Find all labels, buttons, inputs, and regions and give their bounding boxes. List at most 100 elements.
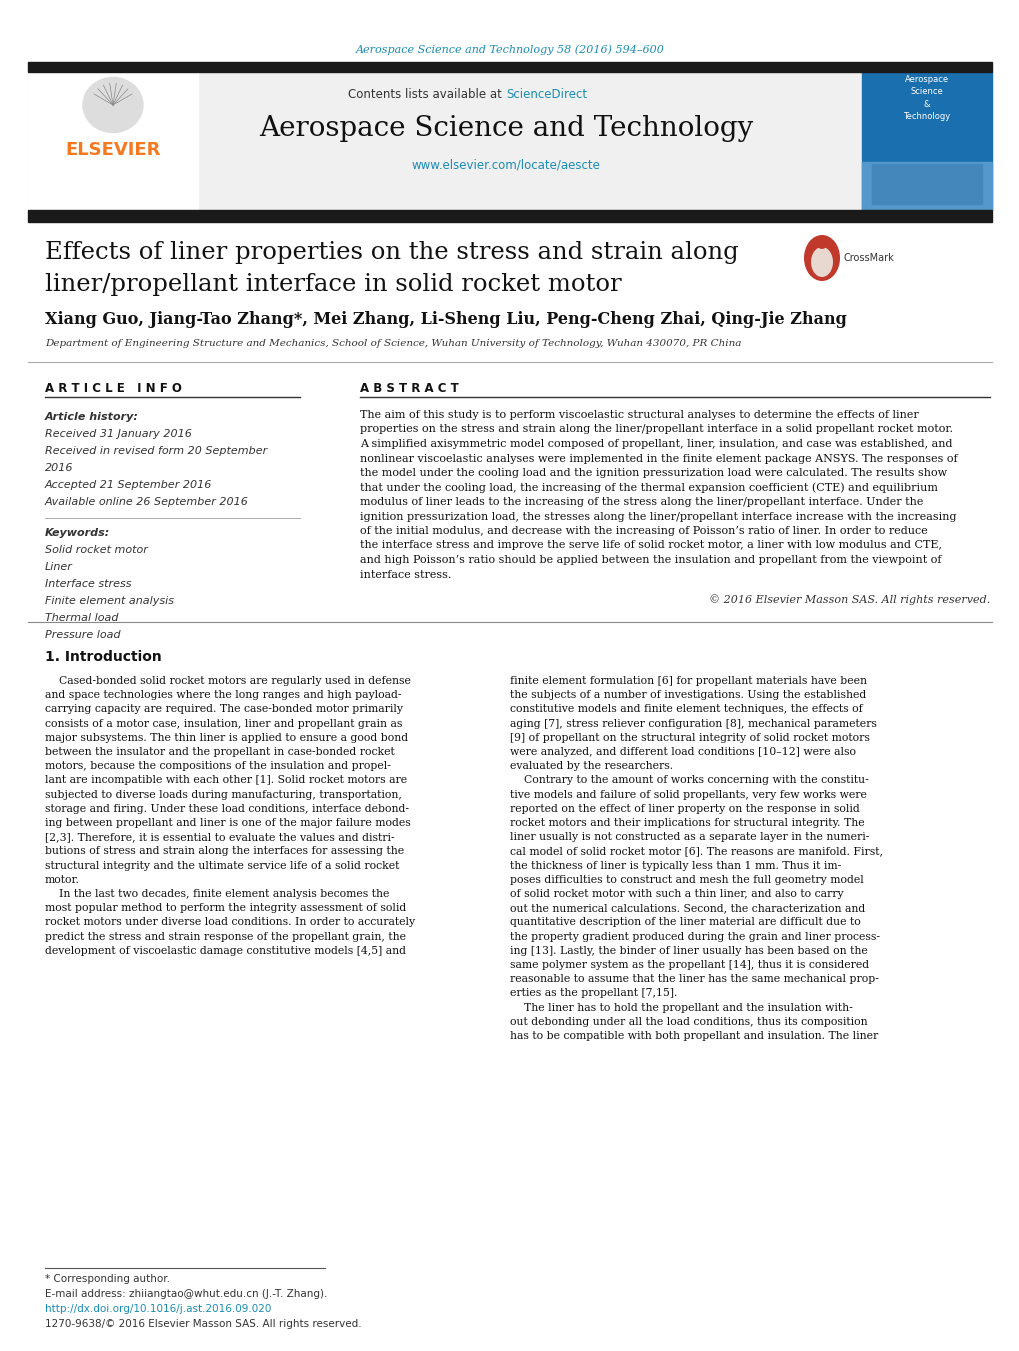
Text: The liner has to hold the propellant and the insulation with-: The liner has to hold the propellant and… [510, 1002, 852, 1013]
Text: [9] of propellant on the structural integrity of solid rocket motors: [9] of propellant on the structural inte… [510, 732, 869, 743]
Text: Keywords:: Keywords: [45, 528, 110, 538]
Bar [861, 72, 991, 209]
Text: CrossMark: CrossMark [843, 253, 894, 263]
Text: In the last two decades, finite element analysis becomes the: In the last two decades, finite element … [45, 889, 389, 898]
Bar [28, 72, 198, 209]
Text: reasonable to assume that the liner has the same mechanical prop-: reasonable to assume that the liner has … [510, 974, 878, 984]
Text: ELSEVIER: ELSEVIER [65, 141, 161, 159]
Text: Aerospace
Science
&
Technology: Aerospace Science & Technology [903, 74, 950, 122]
Text: A B S T R A C T: A B S T R A C T [360, 381, 459, 394]
Text: the property gradient produced during the grain and liner process-: the property gradient produced during th… [510, 932, 879, 942]
Text: reported on the effect of liner property on the response in solid: reported on the effect of liner property… [510, 804, 859, 813]
Text: Xiang Guo, Jiang-Tao Zhang*, Mei Zhang, Li-Sheng Liu, Peng-Cheng Zhai, Qing-Jie : Xiang Guo, Jiang-Tao Zhang*, Mei Zhang, … [45, 312, 846, 328]
Bar [861, 162, 991, 209]
Text: the thickness of liner is typically less than 1 mm. Thus it im-: the thickness of liner is typically less… [510, 861, 841, 870]
Text: http://dx.doi.org/10.1016/j.ast.2016.09.020: http://dx.doi.org/10.1016/j.ast.2016.09.… [45, 1304, 271, 1315]
Text: © 2016 Elsevier Masson SAS. All rights reserved.: © 2016 Elsevier Masson SAS. All rights r… [708, 594, 989, 605]
Text: subjected to diverse loads during manufacturing, transportation,: subjected to diverse loads during manufa… [45, 789, 401, 800]
Text: erties as the propellant [7,15].: erties as the propellant [7,15]. [510, 989, 677, 998]
Text: of the initial modulus, and decrease with the increasing of Poisson’s ratio of l: of the initial modulus, and decrease wit… [360, 526, 927, 536]
Text: quantitative description of the liner material are difficult due to: quantitative description of the liner ma… [510, 917, 860, 927]
Text: Contrary to the amount of works concerning with the constitu-: Contrary to the amount of works concerni… [510, 775, 868, 785]
Text: storage and firing. Under these load conditions, interface debond-: storage and firing. Under these load con… [45, 804, 409, 813]
Bar [28, 209, 991, 222]
Text: Article history:: Article history: [45, 412, 139, 422]
Text: between the insulator and the propellant in case-bonded rocket: between the insulator and the propellant… [45, 747, 394, 757]
Text: ing between propellant and liner is one of the major failure modes: ing between propellant and liner is one … [45, 817, 411, 828]
Text: modulus of liner leads to the increasing of the stress along the liner/propellan: modulus of liner leads to the increasing… [360, 497, 922, 507]
Text: liner usually is not constructed as a separate layer in the numeri-: liner usually is not constructed as a se… [510, 832, 868, 842]
Text: that under the cooling load, the increasing of the thermal expansion coefficient: that under the cooling load, the increas… [360, 482, 937, 493]
Text: nonlinear viscoelastic analyses were implemented in the finite element package A: nonlinear viscoelastic analyses were imp… [360, 454, 957, 463]
Text: Liner: Liner [45, 562, 72, 571]
Text: aging [7], stress reliever configuration [8], mechanical parameters: aging [7], stress reliever configuration… [510, 719, 876, 728]
Text: Solid rocket motor: Solid rocket motor [45, 544, 148, 555]
Text: 2016: 2016 [45, 463, 73, 473]
Text: most popular method to perform the integrity assessment of solid: most popular method to perform the integ… [45, 904, 406, 913]
Text: tive models and failure of solid propellants, very few works were: tive models and failure of solid propell… [510, 789, 866, 800]
Text: structural integrity and the ultimate service life of a solid rocket: structural integrity and the ultimate se… [45, 861, 399, 870]
Text: rocket motors and their implications for structural integrity. The: rocket motors and their implications for… [510, 817, 864, 828]
Text: poses difficulties to construct and mesh the full geometry model: poses difficulties to construct and mesh… [510, 875, 863, 885]
Text: the subjects of a number of investigations. Using the established: the subjects of a number of investigatio… [510, 690, 865, 700]
Text: Aerospace Science and Technology: Aerospace Science and Technology [259, 115, 752, 142]
Text: and high Poisson’s ratio should be applied between the insulation and propellant: and high Poisson’s ratio should be appli… [360, 555, 941, 565]
Text: Thermal load: Thermal load [45, 613, 118, 623]
Circle shape [816, 239, 826, 249]
Text: consists of a motor case, insulation, liner and propellant grain as: consists of a motor case, insulation, li… [45, 719, 401, 728]
Text: major subsystems. The thin liner is applied to ensure a good bond: major subsystems. The thin liner is appl… [45, 732, 408, 743]
Text: of solid rocket motor with such a thin liner, and also to carry: of solid rocket motor with such a thin l… [510, 889, 843, 898]
Text: lant are incompatible with each other [1]. Solid rocket motors are: lant are incompatible with each other [1… [45, 775, 407, 785]
Text: Pressure load: Pressure load [45, 630, 120, 640]
Bar [871, 163, 981, 204]
Text: cal model of solid rocket motor [6]. The reasons are manifold. First,: cal model of solid rocket motor [6]. The… [510, 846, 882, 857]
Text: ScienceDirect: ScienceDirect [505, 89, 587, 101]
Text: A R T I C L E   I N F O: A R T I C L E I N F O [45, 381, 181, 394]
Text: Aerospace Science and Technology 58 (2016) 594–600: Aerospace Science and Technology 58 (201… [356, 45, 663, 55]
Text: out the numerical calculations. Second, the characterization and: out the numerical calculations. Second, … [510, 904, 864, 913]
Text: constitutive models and finite element techniques, the effects of: constitutive models and finite element t… [510, 704, 862, 715]
Text: E-mail address: zhiiangtao@whut.edu.cn (J.-T. Zhang).: E-mail address: zhiiangtao@whut.edu.cn (… [45, 1289, 327, 1300]
Text: ignition pressurization load, the stresses along the liner/propellant interface : ignition pressurization load, the stress… [360, 512, 956, 521]
Text: Received in revised form 20 September: Received in revised form 20 September [45, 446, 267, 457]
Text: carrying capacity are required. The case-bonded motor primarily: carrying capacity are required. The case… [45, 704, 403, 715]
Text: [2,3]. Therefore, it is essential to evaluate the values and distri-: [2,3]. Therefore, it is essential to eva… [45, 832, 394, 842]
Text: A simplified axisymmetric model composed of propellant, liner, insulation, and c: A simplified axisymmetric model composed… [360, 439, 952, 449]
Text: predict the stress and strain response of the propellant grain, the: predict the stress and strain response o… [45, 932, 406, 942]
Ellipse shape [803, 235, 840, 281]
Text: motors, because the compositions of the insulation and propel-: motors, because the compositions of the … [45, 761, 390, 771]
Text: * Corresponding author.: * Corresponding author. [45, 1274, 170, 1283]
Text: properties on the stress and strain along the liner/propellant interface in a so: properties on the stress and strain alon… [360, 424, 952, 435]
Bar [28, 62, 991, 72]
Text: Department of Engineering Structure and Mechanics, School of Science, Wuhan Univ: Department of Engineering Structure and … [45, 339, 741, 349]
Text: evaluated by the researchers.: evaluated by the researchers. [510, 761, 673, 771]
Text: rocket motors under diverse load conditions. In order to accurately: rocket motors under diverse load conditi… [45, 917, 415, 927]
Text: ing [13]. Lastly, the binder of liner usually has been based on the: ing [13]. Lastly, the binder of liner us… [510, 946, 867, 955]
Text: butions of stress and strain along the interfaces for assessing the: butions of stress and strain along the i… [45, 846, 404, 857]
Text: finite element formulation [6] for propellant materials have been: finite element formulation [6] for prope… [510, 676, 866, 686]
Text: Received 31 January 2016: Received 31 January 2016 [45, 430, 192, 439]
Text: Effects of liner properties on the stress and strain along: Effects of liner properties on the stres… [45, 240, 738, 263]
Text: the model under the cooling load and the ignition pressurization load were calcu: the model under the cooling load and the… [360, 467, 947, 478]
Bar [28, 72, 991, 209]
Text: Finite element analysis: Finite element analysis [45, 596, 174, 607]
Text: Available online 26 September 2016: Available online 26 September 2016 [45, 497, 249, 507]
Text: Contents lists available at: Contents lists available at [348, 89, 505, 101]
Text: out debonding under all the load conditions, thus its composition: out debonding under all the load conditi… [510, 1017, 867, 1027]
Text: The aim of this study is to perform viscoelastic structural analyses to determin: The aim of this study is to perform visc… [360, 409, 918, 420]
Text: www.elsevier.com/locate/aescte: www.elsevier.com/locate/aescte [411, 158, 600, 172]
Text: and space technologies where the long ranges and high payload-: and space technologies where the long ra… [45, 690, 401, 700]
Text: 1. Introduction: 1. Introduction [45, 650, 162, 663]
Text: the interface stress and improve the serve life of solid rocket motor, a liner w: the interface stress and improve the ser… [360, 540, 942, 550]
Text: Accepted 21 September 2016: Accepted 21 September 2016 [45, 480, 212, 490]
Text: development of viscoelastic damage constitutive models [4,5] and: development of viscoelastic damage const… [45, 946, 406, 955]
Ellipse shape [83, 77, 143, 132]
Text: same polymer system as the propellant [14], thus it is considered: same polymer system as the propellant [1… [510, 961, 868, 970]
Text: were analyzed, and different load conditions [10–12] were also: were analyzed, and different load condit… [510, 747, 855, 757]
Text: Cased-bonded solid rocket motors are regularly used in defense: Cased-bonded solid rocket motors are reg… [45, 676, 411, 686]
Text: liner/propellant interface in solid rocket motor: liner/propellant interface in solid rock… [45, 273, 621, 296]
Text: motor.: motor. [45, 875, 79, 885]
Text: 1270-9638/© 2016 Elsevier Masson SAS. All rights reserved.: 1270-9638/© 2016 Elsevier Masson SAS. Al… [45, 1319, 362, 1329]
Ellipse shape [810, 247, 833, 277]
Text: interface stress.: interface stress. [360, 570, 451, 580]
